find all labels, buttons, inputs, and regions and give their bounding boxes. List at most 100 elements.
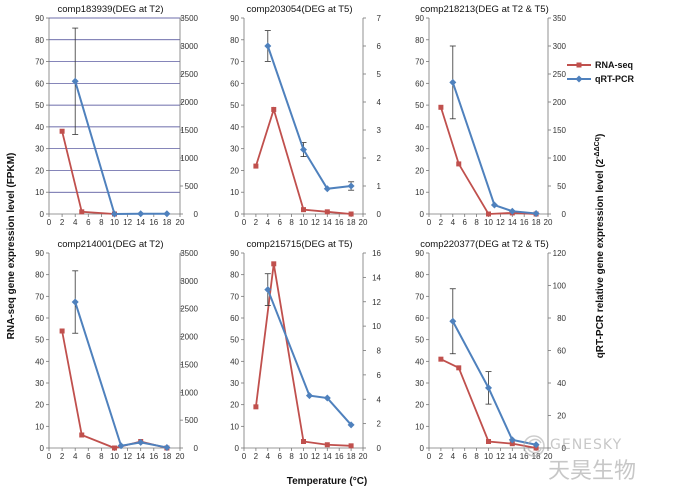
x-tick-label: 6 (462, 218, 467, 227)
x-tick-label: 8 (99, 452, 104, 461)
data-point-qrt-pcr (323, 185, 331, 193)
chart-panel: 0102030405060708090050010001500200025003… (35, 239, 198, 461)
data-point-rna-seq (348, 211, 354, 217)
y-tick-label-right: 200 (553, 98, 567, 107)
data-point-qrt-pcr (449, 78, 457, 86)
x-tick-label: 18 (532, 452, 541, 461)
genesky-logo-icon (523, 435, 545, 457)
x-tick-label: 10 (299, 218, 308, 227)
y-tick-label-right: 20 (557, 412, 566, 421)
y-tick-label-left: 50 (415, 101, 424, 110)
data-point-rna-seq (59, 328, 65, 334)
y-tick-label-left: 30 (415, 145, 424, 154)
x-tick-label: 0 (427, 218, 432, 227)
data-point-rna-seq (509, 441, 515, 447)
y-tick-label-left: 40 (230, 123, 239, 132)
x-tick-label: 6 (277, 452, 282, 461)
x-tick-label: 0 (242, 452, 247, 461)
data-point-rna-seq (301, 207, 306, 213)
data-point-rna-seq (348, 443, 354, 449)
y-tick-label-right: 2 (377, 154, 382, 163)
y-tick-label-right: 2500 (180, 70, 198, 79)
watermark-latin: GENESKY (550, 437, 622, 453)
x-tick-label: 16 (149, 452, 158, 461)
x-tick-label: 16 (335, 452, 344, 461)
data-point-qrt-pcr (508, 436, 516, 444)
x-tick-label: 18 (532, 218, 541, 227)
data-point-rna-seq (301, 439, 306, 444)
y-tick-label-left: 60 (415, 314, 424, 323)
x-tick-label: 16 (335, 218, 344, 227)
y-tick-label-right: 2000 (180, 333, 198, 342)
x-tick-label: 8 (474, 218, 479, 227)
x-tick-label: 16 (149, 218, 158, 227)
x-tick-label: 18 (347, 218, 356, 227)
x-tick-label: 14 (136, 218, 145, 227)
series-line-rna-seq (255, 106, 352, 215)
series-line-qrt-pcr (74, 80, 167, 216)
x-tick-label: 18 (162, 218, 171, 227)
y-tick-label-right: 1 (377, 182, 382, 191)
x-tick-label: 2 (60, 218, 65, 227)
data-point-rna-seq (456, 161, 462, 167)
x-tick-label: 12 (123, 452, 132, 461)
y-tick-label-right: 7 (377, 14, 382, 23)
y-tick-label-left: 80 (230, 271, 239, 280)
y-tick-label-right: 0 (562, 210, 567, 219)
x-tick-label: 20 (359, 452, 368, 461)
series-line-rna-seq (255, 263, 352, 447)
legend-label: RNA-seq (595, 60, 633, 70)
y-tick-label-left: 10 (230, 422, 239, 431)
x-tick-label: 12 (311, 452, 320, 461)
y-tick-label-left: 90 (415, 249, 424, 258)
data-point-qrt-pcr (264, 286, 272, 294)
x-tick-label: 20 (176, 452, 185, 461)
y-tick-label-right: 500 (185, 416, 199, 425)
y-tick-label-right: 50 (557, 182, 566, 191)
y-tick-label-left: 80 (415, 36, 424, 45)
x-tick-label: 12 (311, 218, 320, 227)
series-line-rna-seq (440, 107, 537, 215)
y-tick-label-right: 14 (372, 273, 381, 282)
y-tick-label-left: 60 (230, 314, 239, 323)
y-tick-label-left: 10 (230, 188, 239, 197)
y-tick-label-left: 40 (35, 357, 44, 366)
x-axis-label: Temperature (°C) (287, 476, 368, 487)
x-tick-label: 8 (99, 218, 104, 227)
y-tick-label-left: 60 (35, 79, 44, 88)
x-tick-label: 2 (439, 452, 444, 461)
y-tick-label-right: 100 (553, 282, 567, 291)
y-tick-label-left: 50 (230, 336, 239, 345)
y-tick-label-left: 0 (40, 210, 45, 219)
y-tick-label-left: 70 (230, 58, 239, 67)
x-tick-label: 6 (86, 452, 91, 461)
data-point-qrt-pcr (485, 384, 492, 392)
series-line-qrt-pcr (74, 301, 168, 449)
x-tick-label: 16 (520, 218, 529, 227)
x-tick-label: 20 (544, 218, 553, 227)
data-point-qrt-pcr (347, 182, 355, 190)
x-tick-label: 8 (289, 218, 294, 227)
data-point-qrt-pcr (305, 392, 313, 400)
x-tick-label: 6 (86, 218, 91, 227)
y-tick-label-right: 120 (553, 249, 567, 258)
series-line-rna-seq (61, 330, 168, 449)
series-line-qrt-pcr (451, 82, 537, 215)
y-tick-label-right: 0 (562, 444, 567, 453)
data-point-qrt-pcr (490, 201, 498, 209)
y-tick-label-left: 40 (415, 123, 424, 132)
panel-title: comp220377(DEG at T2 & T5) (420, 239, 549, 250)
x-tick-label: 0 (242, 218, 247, 227)
data-point-qrt-pcr (137, 210, 145, 218)
x-tick-label: 16 (520, 452, 529, 461)
y-tick-label-left: 30 (35, 145, 44, 154)
panel-title: comp203054(DEG at T5) (247, 4, 353, 15)
y-tick-label-left: 50 (230, 101, 239, 110)
data-point-rna-seq (438, 104, 444, 110)
x-tick-label: 4 (266, 218, 271, 227)
panel-title: comp183939(DEG at T2) (58, 4, 164, 15)
y-tick-label-left: 70 (230, 292, 239, 301)
